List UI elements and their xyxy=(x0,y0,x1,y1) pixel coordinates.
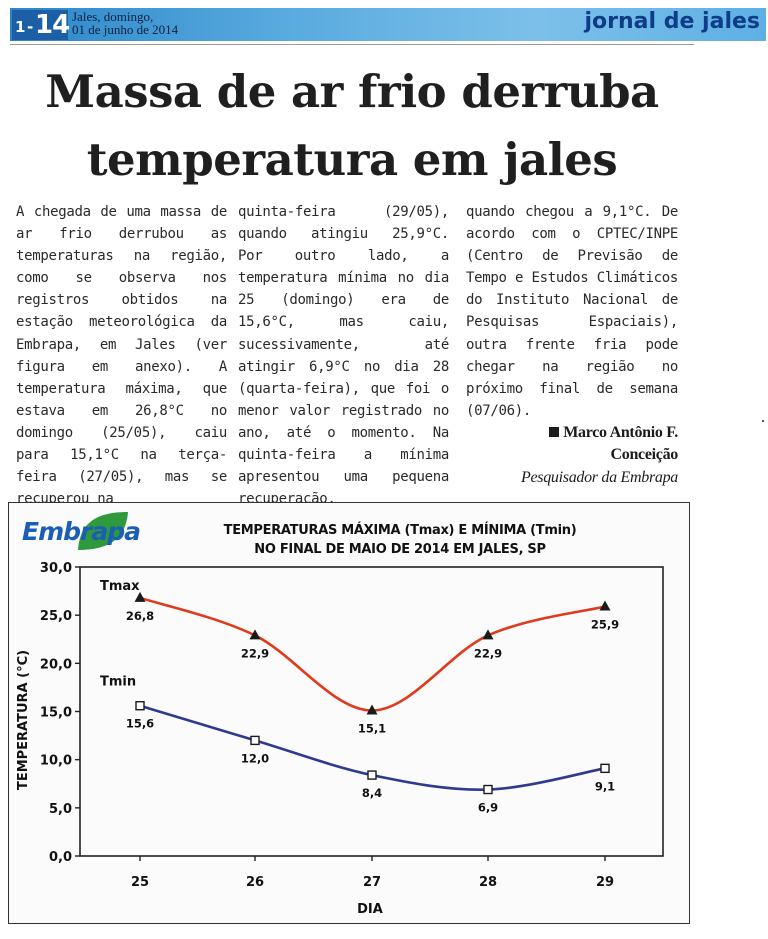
tmax-point-marker xyxy=(134,591,146,602)
x-axis-label: DIA xyxy=(357,902,383,917)
author-role: Pesquisador da Embrapa xyxy=(521,468,678,486)
tmin-point-marker xyxy=(135,701,145,711)
dateline: Jales, domingo, 01 de junho de 2014 xyxy=(72,10,178,36)
page-number-box: 1 - 14 xyxy=(12,10,70,40)
dateline-city-day: Jales, domingo, xyxy=(72,9,154,24)
embrapa-logo-text: Embrapa xyxy=(22,517,140,546)
y-tick-label: 30,0 xyxy=(40,561,72,576)
x-tick-label: 29 xyxy=(596,875,614,890)
data-label-tmax: 25,9 xyxy=(591,617,619,631)
author-signature: Marco Antônio F. Conceição xyxy=(466,422,678,466)
x-tick-label: 27 xyxy=(363,875,381,890)
page-number: 14 xyxy=(35,10,70,40)
tmax-point-marker xyxy=(482,629,494,640)
newspaper-name: jornal de jales xyxy=(584,9,760,34)
headline-line-2: temperatura em jales xyxy=(86,133,618,186)
headline: Massa de ar frio derruba temperatura em … xyxy=(10,58,694,194)
data-label-tmax: 26,8 xyxy=(126,609,154,623)
data-label-tmin: 9,1 xyxy=(595,779,615,793)
x-tick-label: 28 xyxy=(479,875,497,890)
data-label-tmax: 22,9 xyxy=(241,646,269,660)
tmax-point-marker xyxy=(599,600,611,611)
x-tick-label: 26 xyxy=(246,875,264,890)
square-bullet-icon xyxy=(549,426,560,437)
x-tick-label: 25 xyxy=(131,875,149,890)
data-label-tmin: 12,0 xyxy=(241,751,269,765)
data-label-tmax: 15,1 xyxy=(358,722,386,736)
author-name-2: Conceição xyxy=(610,445,678,463)
data-label-tmin: 6,9 xyxy=(478,801,498,815)
article-column-2: quinta-feira (29/05), quando atingiu 25,… xyxy=(238,204,449,508)
y-tick-label: 25,0 xyxy=(40,609,72,624)
header-band xyxy=(10,8,766,41)
embrapa-leaf-icon xyxy=(78,512,128,550)
chart-title-line-1: TEMPERATURAS MÁXIMA (Tmax) E MÍNIMA (Tmi… xyxy=(223,523,577,538)
section-number: 1 xyxy=(15,18,26,36)
y-tick-label: 0,0 xyxy=(49,850,72,865)
series-line-tmax xyxy=(139,596,606,712)
header-rule xyxy=(10,44,694,45)
article-column-1: A chegada de uma massa de ar frio derrub… xyxy=(16,204,227,508)
y-tick-label: 10,0 xyxy=(40,754,72,769)
article-column-3-text: quando chegou a 9,1°C. De acordo com o C… xyxy=(466,204,678,419)
series-name-tmin: Tmin xyxy=(100,675,136,690)
dateline-date: 01 de junho de 2014 xyxy=(72,22,179,37)
tmin-point-marker xyxy=(483,784,493,795)
data-label-tmin: 8,4 xyxy=(362,786,382,800)
author-name-1: Marco Antônio F. xyxy=(563,423,678,441)
article-column-3: quando chegou a 9,1°C. De acordo com o C… xyxy=(466,201,678,490)
tmin-point-marker xyxy=(250,735,260,746)
margin-mark xyxy=(762,420,764,422)
chart-title-line-2: NO FINAL DE MAIO DE 2014 EM JALES, SP xyxy=(254,542,546,557)
series-name-tmax: Tmax xyxy=(100,579,140,594)
tmax-point-marker xyxy=(249,629,261,640)
chart-title: TEMPERATURAS MÁXIMA (Tmax) E MÍNIMA (Tmi… xyxy=(150,521,650,559)
chart-frame xyxy=(8,502,690,924)
y-tick-label: 5,0 xyxy=(49,802,72,817)
tmin-point-marker xyxy=(600,763,610,774)
headline-line-1: Massa de ar frio derruba xyxy=(45,65,659,118)
y-tick-label: 20,0 xyxy=(40,657,72,672)
y-tick-label: 15,0 xyxy=(40,706,72,721)
data-label-tmax: 22,9 xyxy=(474,646,502,660)
y-axis-label: TEMPERATURA (°C) xyxy=(16,650,31,790)
tmax-point-marker xyxy=(366,704,378,715)
data-label-tmin: 15,6 xyxy=(126,717,154,731)
section-dash: - xyxy=(27,18,34,36)
embrapa-logo: Embrapa xyxy=(22,512,140,550)
tmin-point-marker xyxy=(367,770,377,780)
